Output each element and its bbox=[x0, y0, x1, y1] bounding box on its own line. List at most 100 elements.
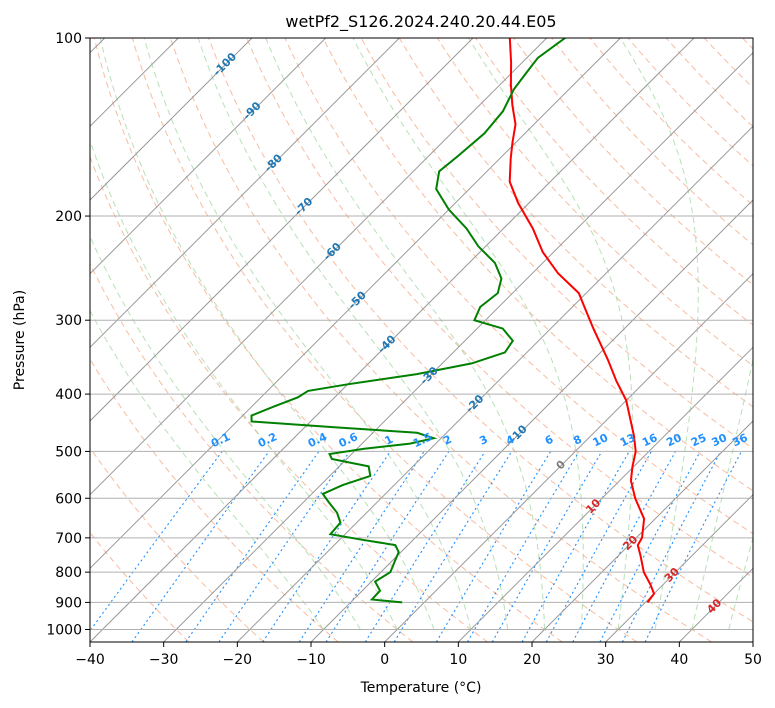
isotherm-line bbox=[90, 38, 621, 570]
mixing-ratio-line bbox=[364, 451, 486, 642]
isotherm-line bbox=[531, 420, 753, 642]
dry-adiabat-line bbox=[90, 358, 339, 642]
x-tick-label: 30 bbox=[597, 652, 615, 668]
y-axis-label: Pressure (hPa) bbox=[12, 290, 28, 390]
isotherm-line bbox=[752, 641, 753, 642]
mixing-ratio-label: 3 bbox=[477, 433, 489, 448]
dry-adiabat-line bbox=[703, 38, 753, 89]
mixing-ratio-line bbox=[599, 451, 701, 642]
x-tick-label: 0 bbox=[380, 652, 389, 668]
mixing-ratio-label: 0.2 bbox=[256, 430, 279, 450]
moist-adiabat-line bbox=[99, 38, 435, 630]
dry-adiabat-line bbox=[665, 38, 753, 128]
x-tick-label: 40 bbox=[670, 652, 688, 668]
mixing-ratio-label: 30 bbox=[710, 431, 730, 449]
mixing-ratio-line bbox=[521, 451, 630, 642]
dry-adiabat-line bbox=[208, 38, 753, 623]
y-tick-label: 900 bbox=[55, 595, 82, 611]
moist-adiabat-line bbox=[90, 139, 398, 630]
dry-adiabat-line bbox=[322, 38, 753, 492]
dry-adiabat-line bbox=[131, 38, 638, 642]
isotherm-line bbox=[605, 493, 753, 642]
mixing-ratio-line bbox=[644, 451, 742, 642]
moist-adiabat-line bbox=[728, 535, 753, 630]
temperature-line bbox=[508, 38, 656, 603]
mixing-ratio-label: 0.4 bbox=[306, 430, 329, 450]
mixing-ratio-line bbox=[467, 451, 580, 642]
dry-adiabat-line bbox=[93, 38, 563, 642]
isotherm-line bbox=[384, 272, 753, 642]
dry-adiabat-line bbox=[90, 262, 414, 642]
y-tick-label: 100 bbox=[55, 31, 82, 47]
isotherm-line bbox=[310, 199, 753, 642]
moist-adiabat-line bbox=[90, 235, 361, 630]
y-tick-label: 400 bbox=[55, 387, 82, 403]
axes: −40 −30 −20 −10 0 10 20 30 40 5010020030040050060… bbox=[46, 31, 762, 668]
dry-adiabat-line bbox=[627, 38, 753, 167]
dry-adiabat-line bbox=[475, 38, 753, 326]
mixing-ratio-label: 16 bbox=[640, 431, 660, 449]
isotherm-line bbox=[90, 38, 474, 422]
y-tick-label: 300 bbox=[55, 313, 82, 329]
moist-adiabat-line bbox=[197, 38, 509, 630]
y-tick-label: 800 bbox=[55, 565, 82, 581]
moist-adiabat-line bbox=[265, 38, 545, 630]
mixing-ratio-line bbox=[393, 451, 513, 642]
isotherm-line bbox=[236, 125, 753, 642]
isotherm-line bbox=[457, 346, 753, 642]
moist-adiabat-line bbox=[143, 38, 472, 630]
mixing-ratio-line bbox=[262, 451, 391, 642]
isotherm-line bbox=[90, 38, 400, 349]
moist-adiabat-line bbox=[619, 38, 699, 630]
y-tick-label: 1000 bbox=[46, 622, 82, 638]
mixing-ratio-line bbox=[90, 451, 223, 632]
moist-adiabat-line bbox=[90, 309, 324, 630]
gridlines bbox=[90, 38, 753, 630]
y-tick-label: 700 bbox=[55, 531, 82, 547]
mixing-ratio-line bbox=[491, 451, 603, 642]
mixing-ratio-label: 25 bbox=[689, 431, 708, 449]
y-tick-label: 600 bbox=[55, 491, 82, 507]
moist-adiabat-line bbox=[691, 356, 753, 630]
isotherm-line bbox=[678, 567, 753, 642]
dry-adiabat-line bbox=[398, 38, 753, 408]
isotherm-line bbox=[90, 38, 548, 496]
mixing-ratio-label: 36 bbox=[730, 431, 750, 449]
dry-adiabat-line bbox=[742, 38, 753, 50]
dry-adiabat-line bbox=[90, 446, 264, 642]
mixing-ratio-label: 10 bbox=[591, 431, 611, 449]
mixing-ratio-label: 6 bbox=[543, 433, 556, 448]
isotherm-label: 10 bbox=[583, 496, 603, 516]
dry-adiabat-line bbox=[90, 155, 488, 642]
plot-frame bbox=[89, 37, 754, 643]
mixing-ratio-line bbox=[131, 451, 270, 642]
dry-adiabat-line bbox=[551, 38, 753, 246]
mixing-ratio-line bbox=[218, 451, 351, 642]
x-tick-label: −30 bbox=[149, 652, 179, 668]
dry-adiabat-line bbox=[246, 38, 753, 578]
y-tick-label: 500 bbox=[55, 444, 82, 460]
mixing-ratio-line bbox=[572, 451, 676, 642]
x-tick-label: 50 bbox=[744, 652, 762, 668]
mixing-ratio-line bbox=[185, 451, 320, 642]
dewpoint-line bbox=[250, 38, 566, 604]
mixing-ratio-line bbox=[325, 451, 450, 642]
x-tick-label: −10 bbox=[296, 652, 326, 668]
moist-adiabat-line bbox=[352, 38, 584, 630]
dry-adiabat-line bbox=[589, 38, 753, 206]
isotherm-line bbox=[90, 38, 253, 201]
mixing-ratio-line bbox=[435, 451, 552, 642]
chart-title: wetPf2_S126.2024.240.20.44.E05 bbox=[285, 12, 556, 32]
dry-adiabat-line bbox=[90, 531, 190, 642]
mixing-ratio-label: 0.6 bbox=[337, 430, 360, 450]
mixing-ratio-label: 20 bbox=[664, 431, 684, 449]
x-tick-label: −20 bbox=[223, 652, 253, 668]
mixing-ratio-label: 8 bbox=[571, 433, 583, 448]
isotherm-line bbox=[90, 38, 327, 275]
mixing-ratio-label: 2 bbox=[441, 433, 453, 448]
moist-adiabat-line bbox=[468, 38, 634, 630]
isotherm-line bbox=[90, 38, 695, 642]
profile-lines bbox=[250, 38, 656, 604]
mixing-ratio-label: 0.1 bbox=[209, 430, 232, 450]
